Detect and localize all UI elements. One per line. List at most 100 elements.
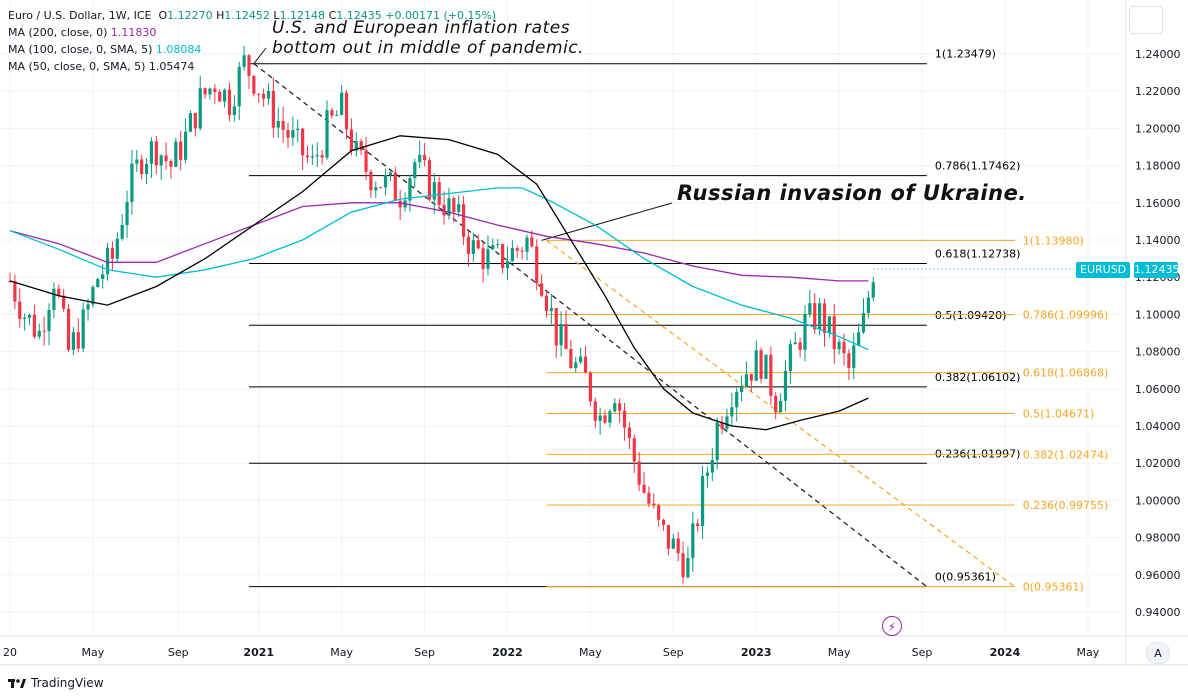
candle-body: [452, 198, 456, 213]
ma-line-1: [9, 187, 869, 351]
candle-body: [857, 332, 861, 346]
axes: 1.24000 1.22000 1.20000 1.18000 1.16000 1.140…: [0, 0, 1188, 666]
candle-body: [349, 129, 354, 151]
candle-body: [81, 309, 85, 349]
candle-body: [179, 141, 183, 160]
price-scale-settings-box[interactable]: [1129, 6, 1163, 34]
candle-body: [37, 330, 41, 337]
y-tick-label: 1.20000: [1135, 122, 1181, 135]
candle-body: [735, 391, 739, 408]
candle-body: [832, 316, 836, 350]
candle-body: [681, 553, 685, 578]
candle-body: [393, 172, 397, 201]
legend-ma200-row[interactable]: MA (200, close, 0) 1.11830: [8, 24, 496, 41]
candle-body: [730, 407, 734, 417]
candle-body: [818, 303, 822, 330]
candle-body: [510, 248, 514, 262]
candle-body: [535, 246, 539, 284]
ma200-value: 1.11830: [110, 26, 157, 39]
x-tick-label: May: [828, 646, 851, 659]
candle-body: [266, 90, 271, 99]
candle-body: [618, 403, 622, 411]
candle-body: [257, 93, 261, 95]
fib-black-level-label: 0.786(1.17462): [935, 160, 1021, 173]
candle-body: [598, 415, 602, 421]
candle-body: [227, 89, 232, 116]
candle-body: [183, 131, 188, 160]
candle-body: [813, 303, 817, 330]
candle-body: [652, 503, 656, 506]
candle-body: [335, 114, 339, 116]
candle-body: [447, 198, 451, 216]
moving-averages: [9, 135, 1122, 431]
y-tick-label: 0.96000: [1135, 569, 1181, 582]
candle-body: [613, 403, 617, 412]
candle-body: [759, 350, 763, 379]
candle-body: [66, 308, 71, 350]
candle-body: [344, 92, 349, 130]
candle-body: [486, 249, 490, 269]
candle-body: [671, 538, 675, 549]
candle-body: [559, 323, 563, 346]
candle-body: [842, 341, 846, 354]
fib-orange-level-label: 0.236(0.99755): [1023, 499, 1109, 512]
candle-body: [583, 356, 588, 373]
y-tick-label: 1.24000: [1135, 48, 1181, 61]
candle-body: [715, 422, 719, 460]
candle-body: [525, 237, 529, 252]
open-value: 1.12270: [167, 9, 213, 22]
candle-body: [769, 354, 773, 396]
candle-body: [247, 55, 251, 76]
candle-body: [252, 75, 256, 94]
inflation-annotation[interactable]: U.S. and European inflation rates bottom…: [272, 18, 584, 58]
high-value: 1.12452: [224, 9, 270, 22]
candle-body: [91, 287, 95, 305]
x-tick-label: Sep: [912, 646, 933, 659]
ma100-value: 1.08084: [155, 43, 202, 56]
candle-body: [42, 330, 46, 332]
candle-body: [676, 538, 680, 554]
legend-ma100-row[interactable]: MA (100, close, 0, SMA, 5) 1.08084: [8, 41, 496, 58]
fib-black-level-label: 1(1.23479): [935, 48, 996, 61]
candle-body: [13, 281, 17, 302]
trend-lines: [253, 47, 1016, 588]
candle-body: [23, 317, 27, 319]
candle-body: [364, 150, 368, 172]
ma50-label: MA (50, close, 0, SMA, 5): [8, 60, 146, 73]
y-tick-label: 1.06000: [1135, 383, 1181, 396]
x-tick-label: May: [579, 646, 602, 659]
auto-scale-button[interactable]: A: [1146, 642, 1170, 664]
candle-body: [574, 362, 578, 368]
candle-body: [291, 130, 295, 138]
x-tick-label: 20: [3, 646, 17, 659]
symbol-title[interactable]: Euro / U.S. Dollar, 1W, ICE: [8, 9, 152, 22]
candle-body: [437, 182, 441, 205]
candle-body: [130, 163, 134, 203]
candle-body: [661, 519, 666, 525]
candle-body: [505, 261, 510, 269]
candle-body: [861, 313, 866, 333]
x-tick-label: Sep: [414, 646, 435, 659]
candle-body: [500, 244, 505, 269]
flash-icon[interactable]: ⚡: [882, 616, 902, 636]
candle-body: [388, 172, 393, 176]
candle-body: [218, 91, 222, 102]
candle-body: [159, 155, 163, 166]
legend-ma50-row[interactable]: MA (50, close, 0, SMA, 5) 1.05474: [8, 58, 496, 75]
x-tick-label: Sep: [168, 646, 189, 659]
candle-body: [764, 354, 768, 379]
candle-body: [422, 154, 427, 161]
chart-legend: Euro / U.S. Dollar, 1W, ICE O1.12270 H1.…: [8, 7, 496, 75]
candle-body: [540, 283, 544, 296]
ma50-value: 1.05474: [148, 60, 195, 73]
ma100-label: MA (100, close, 0, SMA, 5): [8, 43, 153, 56]
candle-body: [354, 141, 358, 151]
invasion-annotation[interactable]: Russian invasion of Ukraine.: [677, 181, 1027, 205]
ma-line-0: [9, 202, 869, 282]
ma200-label: MA (200, close, 0): [8, 26, 108, 39]
candle-body: [237, 66, 241, 107]
low-label: L: [273, 9, 280, 22]
candle-body: [57, 288, 61, 296]
y-tick-label: 1.14000: [1135, 234, 1181, 247]
